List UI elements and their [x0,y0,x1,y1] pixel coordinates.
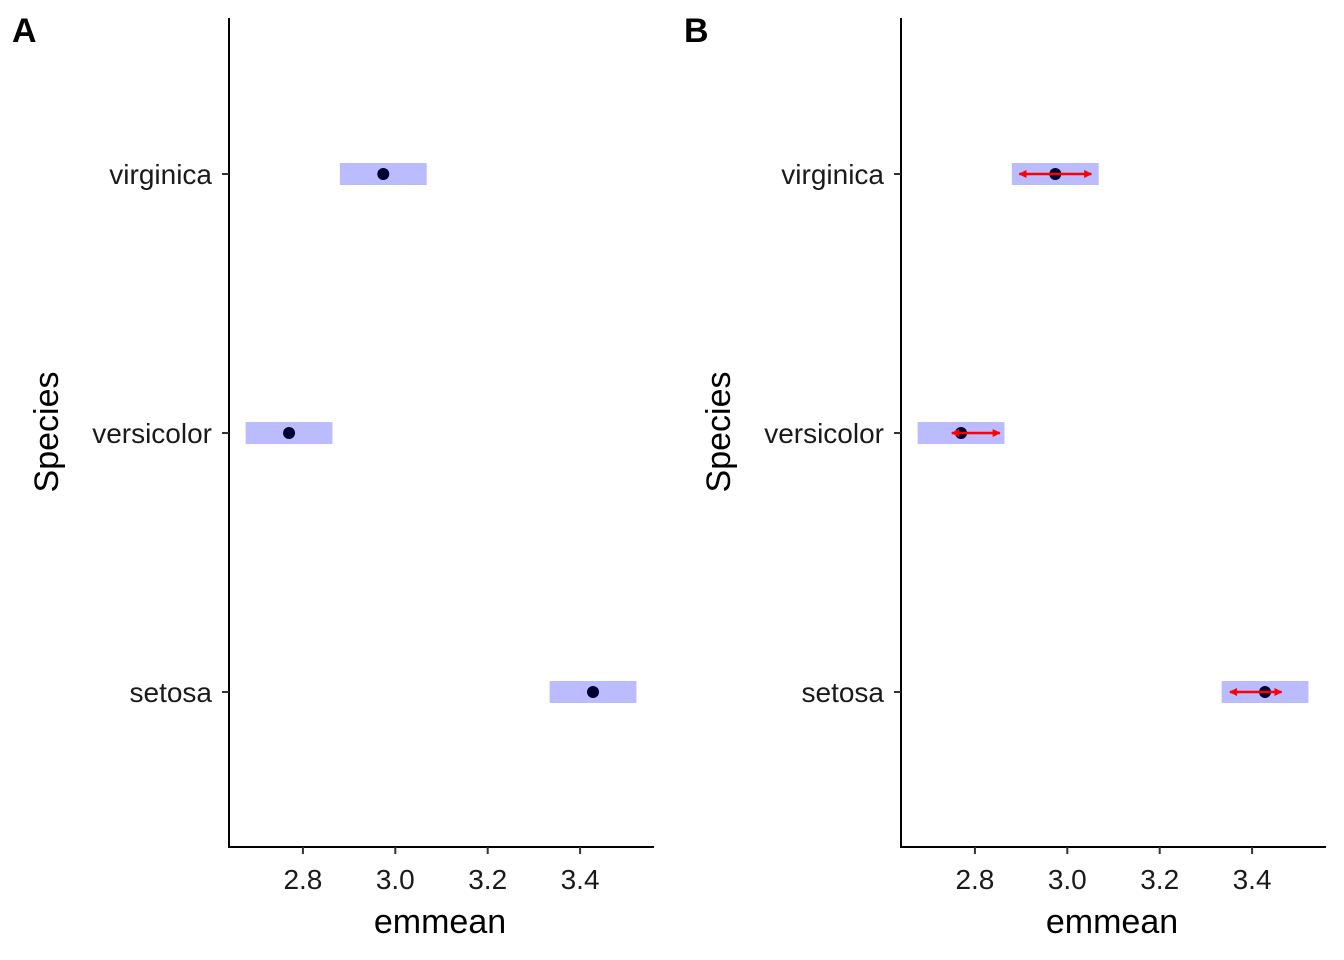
panel-b-x-tick-label-3.4: 3.4 [1233,864,1272,895]
panel-a-point-versicolor [283,427,296,439]
panel-b-x-tick-label-3.0: 3.0 [1048,864,1087,895]
panel-a-y-tick-label-setosa: setosa [130,677,213,708]
panel-a-y-tick-label-versicolor: versicolor [92,418,212,449]
panel-b-y-tick-label-setosa: setosa [802,677,885,708]
panel-a-x-axis-title: emmean [374,903,506,941]
panel-a-label: A [12,12,37,50]
panel-a-x-tick-label-3.0: 3.0 [376,864,415,895]
panel-a-y-axis-title: Species [28,372,66,493]
panel-b-y-tick-label-virginica: virginica [781,159,884,190]
panel-a-point-virginica [377,168,390,180]
panel-a-x-tick-label-2.8: 2.8 [283,864,322,895]
panel-b-label: B [684,12,709,50]
panel-a-y-tick-label-virginica: virginica [109,159,212,190]
panel-b-y-tick-label-versicolor: versicolor [764,418,884,449]
panel-b-y-axis-title: Species [700,372,738,493]
panel-a-x-tick-label-3.2: 3.2 [468,864,507,895]
panel-a-marks: setosa versicolor virginica 2.8 3.0 3.2 3.4 [92,159,637,895]
panel-a-point-setosa [587,686,600,698]
panel-b-marks: setosa versicolor virginica 2.8 3.0 3.2 3.4 [764,159,1309,895]
panel-b-x-tick-label-2.8: 2.8 [955,864,994,895]
panel-a-x-tick-label-3.4: 3.4 [561,864,600,895]
panel-b-x-tick-label-3.2: 3.2 [1140,864,1179,895]
panel-b-x-axis-title: emmean [1046,903,1178,941]
